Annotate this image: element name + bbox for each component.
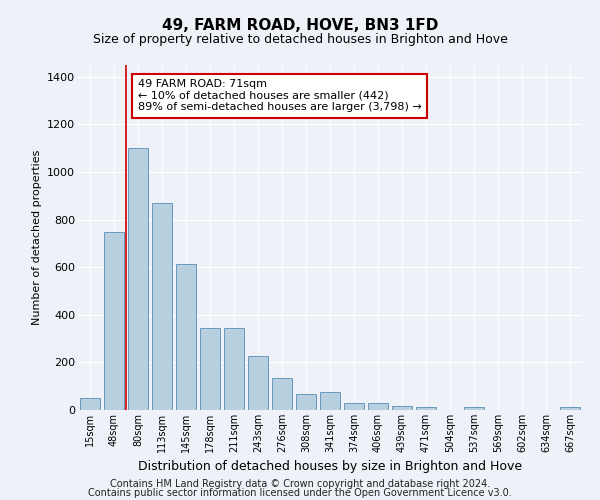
Bar [368,404,388,410]
Bar [248,356,268,410]
Bar [272,378,292,410]
Y-axis label: Number of detached properties: Number of detached properties [32,150,41,325]
Bar [200,328,220,410]
Text: 49, FARM ROAD, HOVE, BN3 1FD: 49, FARM ROAD, HOVE, BN3 1FD [162,18,438,32]
Bar [560,406,580,410]
Bar [152,203,172,410]
Text: Size of property relative to detached houses in Brighton and Hove: Size of property relative to detached ho… [92,32,508,46]
Text: Contains public sector information licensed under the Open Government Licence v3: Contains public sector information licen… [88,488,512,498]
Text: 49 FARM ROAD: 71sqm
← 10% of detached houses are smaller (442)
89% of semi-detac: 49 FARM ROAD: 71sqm ← 10% of detached ho… [138,80,422,112]
Bar [176,264,196,410]
Bar [392,406,412,410]
Bar [320,392,340,410]
Text: Contains HM Land Registry data © Crown copyright and database right 2024.: Contains HM Land Registry data © Crown c… [110,479,490,489]
Bar [296,394,316,410]
Bar [224,328,244,410]
X-axis label: Distribution of detached houses by size in Brighton and Hove: Distribution of detached houses by size … [138,460,522,473]
Bar [344,404,364,410]
Bar [80,398,100,410]
Bar [416,406,436,410]
Bar [464,407,484,410]
Bar [104,232,124,410]
Bar [128,148,148,410]
